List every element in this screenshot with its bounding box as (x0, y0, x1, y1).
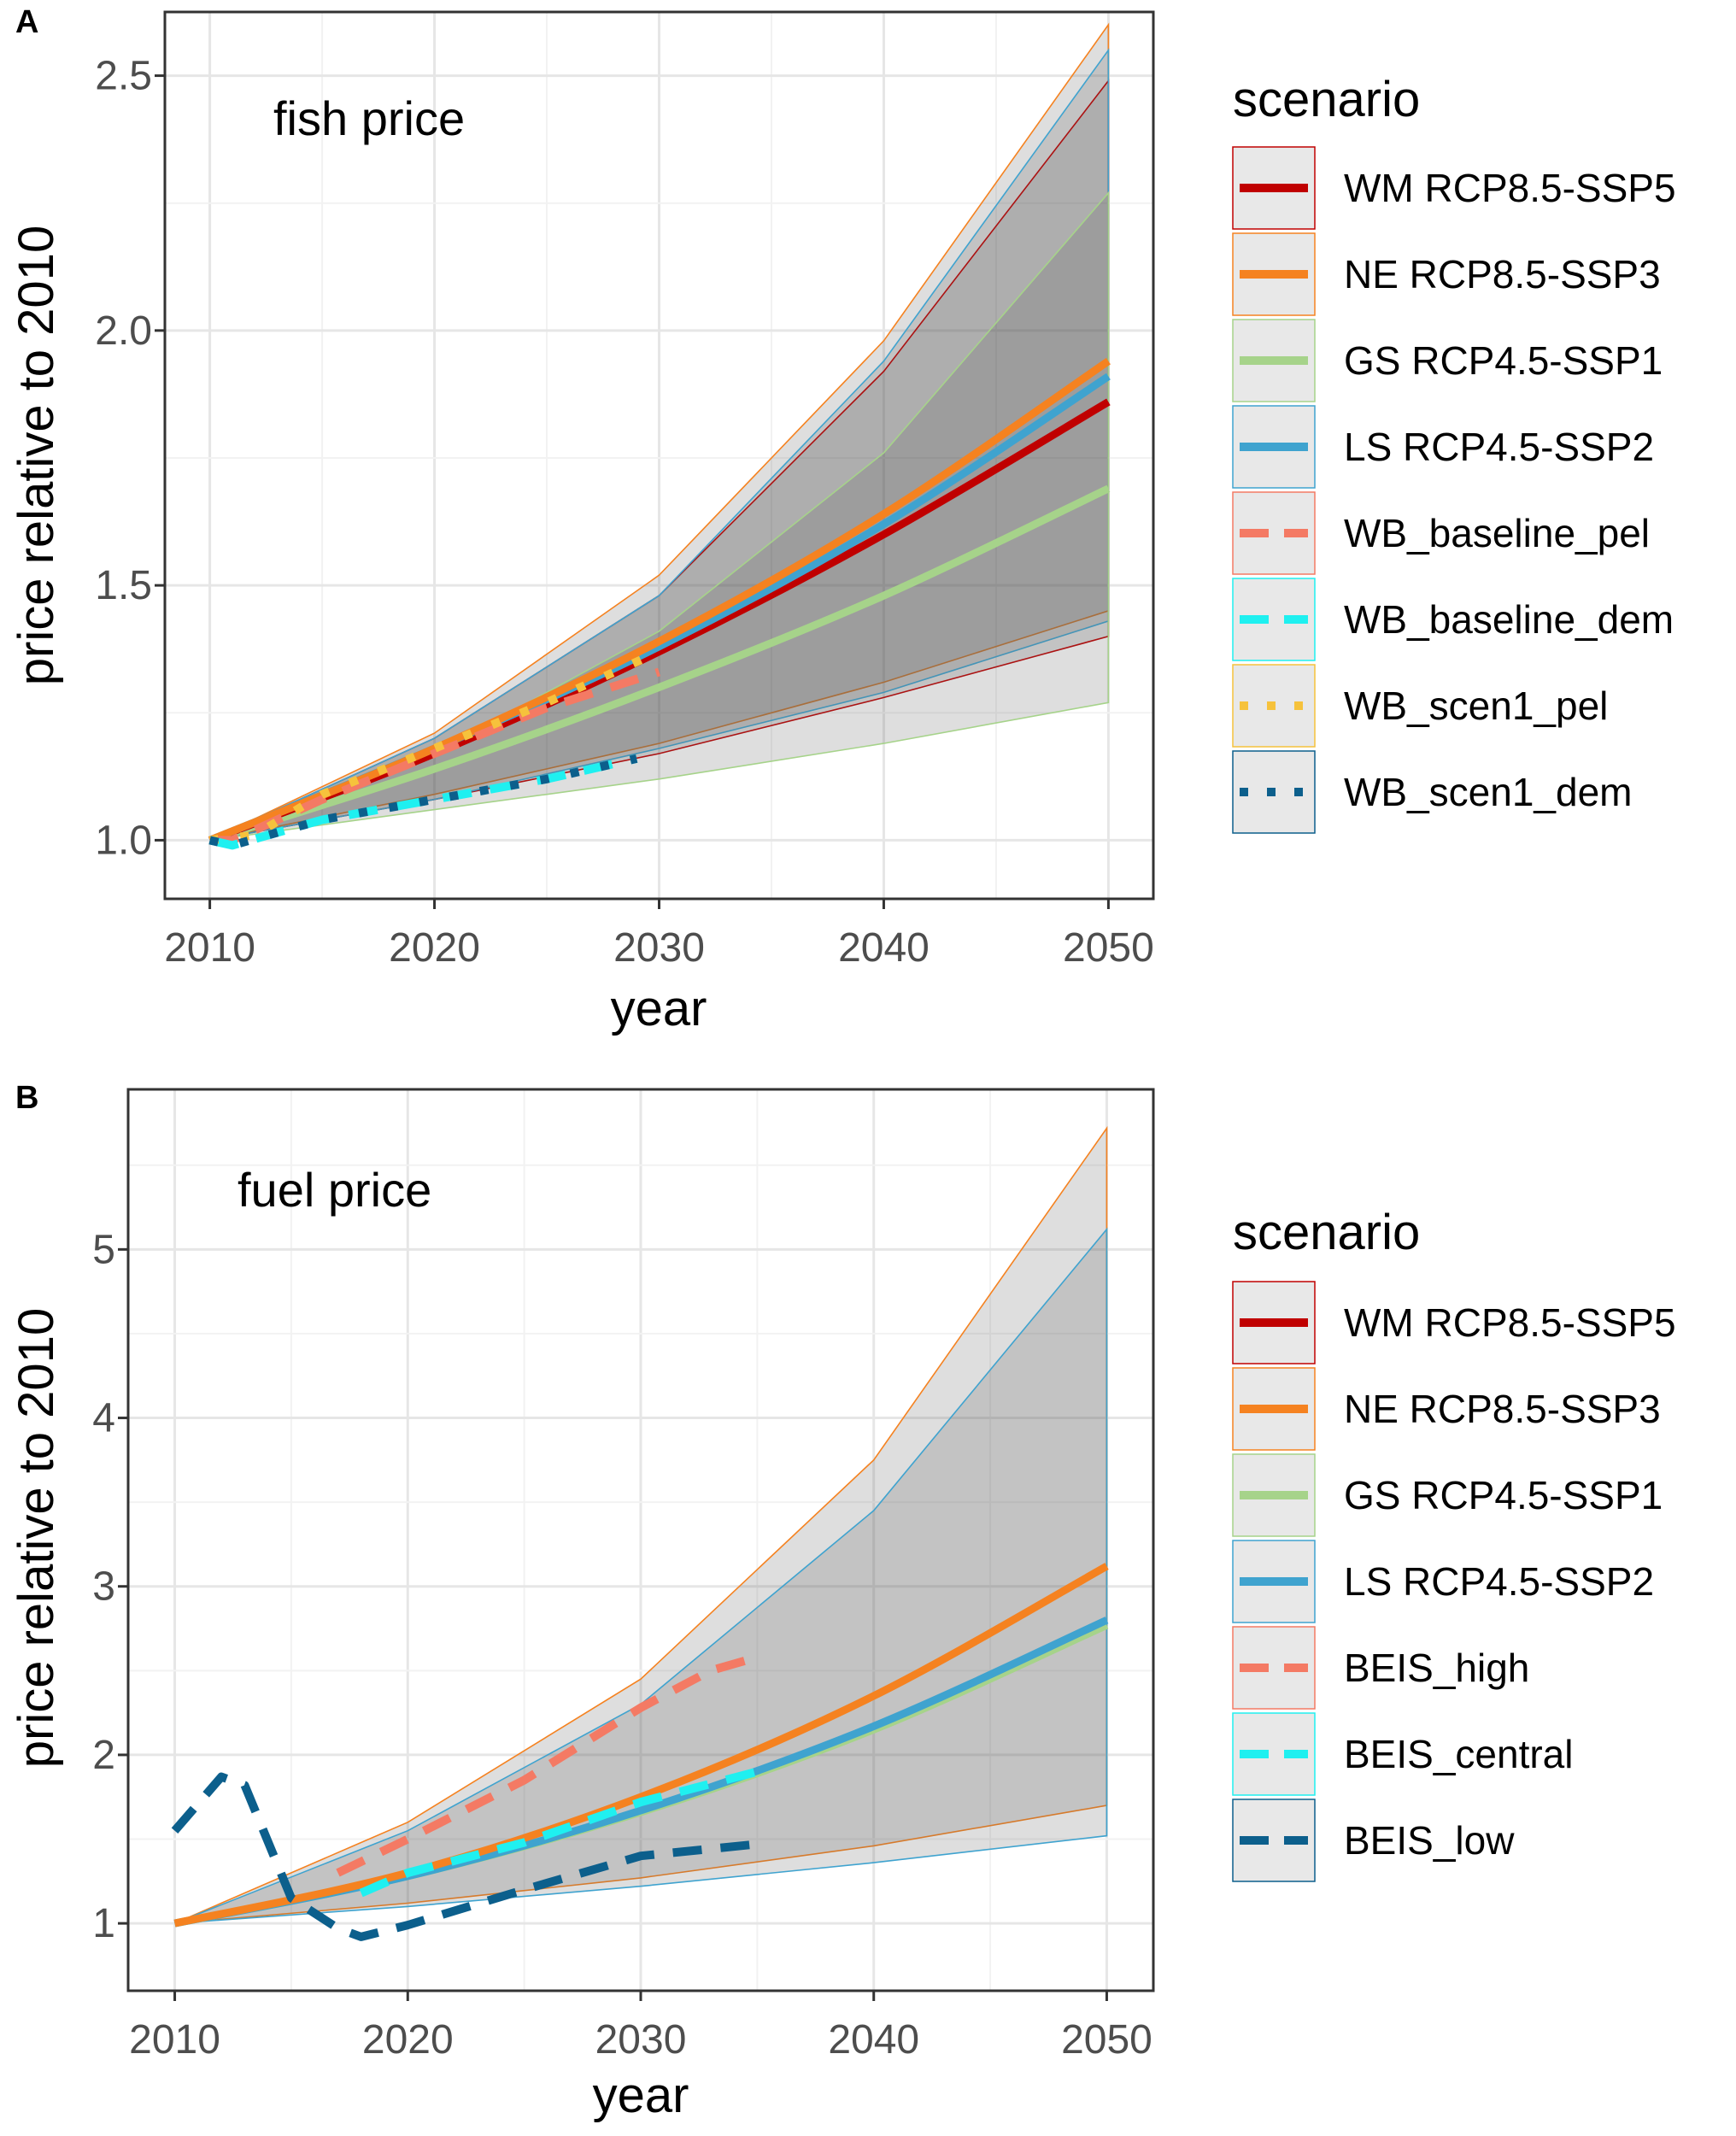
panel-b-ticks: 2010 2020 2030 2040 2050 1 2 3 4 5 (92, 1227, 1152, 2063)
y-tick-label: 4 (92, 1396, 115, 1441)
legend-item-ls-rcp4-5-ssp2: LS RCP4.5-SSP2 (1232, 1540, 1654, 1623)
legend-label: BEIS_high (1344, 1646, 1529, 1690)
x-tick-label: 2050 (1063, 925, 1154, 971)
legend-item-gs-rcp4-5-ssp1: GS RCP4.5-SSP1 (1232, 1453, 1663, 1537)
legend-item-wb-baseline-pel: WB_baseline_pel (1232, 491, 1650, 575)
legend-item-wb-scen1-pel: WB_scen1_pel (1232, 664, 1608, 748)
legend-item-beis-high: BEIS_high (1232, 1626, 1529, 1710)
band-ls-rcp4-5-ssp2 (174, 1227, 1108, 1924)
legend-label: WB_scen1_pel (1344, 684, 1608, 728)
series-ne-rcp8-5-ssp3 (173, 1563, 1109, 1928)
y-tick-label: 1.5 (95, 563, 152, 608)
legend-item-ls-rcp4-5-ssp2: LS RCP4.5-SSP2 (1232, 405, 1654, 489)
legend-label: WM RCP8.5-SSP5 (1344, 1300, 1676, 1345)
series-wb-scen1-pel (209, 648, 661, 845)
panel-b-ylabel: price relative to 2010 (9, 1308, 64, 1768)
legend-item-beis-central: BEIS_central (1232, 1712, 1573, 1796)
panel-a-legend: scenario WM RCP8.5-SSP5 NE RCP8.5-SSP3 GS … (1232, 72, 1676, 834)
panel-a-letter: A (15, 4, 38, 40)
panel-b-legend-title: scenario (1233, 1205, 1420, 1260)
legend-label: WM RCP8.5-SSP5 (1344, 166, 1676, 210)
legend-item-ne-rcp8-5-ssp3: NE RCP8.5-SSP3 (1232, 1367, 1661, 1451)
x-tick-label: 2030 (595, 2017, 687, 2063)
legend-item-wb-baseline-dem: WB_baseline_dem (1232, 578, 1674, 661)
panel-a-ylabel: price relative to 2010 (9, 226, 64, 685)
legend-item-wm-rcp8-5-ssp5: WM RCP8.5-SSP5 (1232, 146, 1676, 230)
panel-a-annotation: fish price (273, 91, 465, 145)
legend-item-wb-scen1-dem: WB_scen1_dem (1232, 750, 1633, 834)
series-wb-baseline-dem (208, 754, 638, 850)
panel-b-letter: B (15, 1080, 38, 1116)
series-gs-rcp4-5-ssp1 (208, 484, 1111, 844)
panel-b-grid (128, 1089, 1153, 1991)
panel-b-legend: scenario WM RCP8.5-SSP5 NE RCP8.5-SSP3 GS … (1232, 1205, 1676, 1882)
x-tick-label: 2020 (362, 2017, 454, 2063)
x-tick-label: 2040 (838, 925, 930, 971)
panel-a-ticks: 2010 2020 2030 2040 2050 1.0 1.5 2.0 2.5 (95, 54, 1154, 971)
panel-b-annotation: fuel price (238, 1163, 431, 1217)
legend-item-ne-rcp8-5-ssp3: NE RCP8.5-SSP3 (1232, 232, 1661, 316)
legend-label: WB_baseline_pel (1344, 511, 1650, 555)
series-beis-central (359, 1767, 759, 1898)
panel-b-xlabel: year (593, 2068, 689, 2123)
band-gs-rcp4-5-ssp1 (209, 191, 1110, 842)
y-tick-label: 1 (92, 1901, 115, 1946)
y-tick-label: 2.5 (95, 54, 152, 99)
x-tick-label: 2020 (389, 925, 480, 971)
legend-label: NE RCP8.5-SSP3 (1344, 1387, 1661, 1431)
x-tick-label: 2010 (129, 2017, 220, 2063)
legend-label: WB_baseline_dem (1344, 597, 1674, 642)
y-tick-label: 2 (92, 1733, 115, 1778)
legend-label: WB_scen1_dem (1344, 770, 1633, 814)
panel-a-xlabel: year (611, 981, 707, 1036)
x-tick-label: 2030 (613, 925, 705, 971)
legend-label: GS RCP4.5-SSP1 (1344, 1473, 1663, 1517)
panel-a: A fish price 2010 2020 2030 2040 20501.01.52… (9, 4, 1676, 1036)
legend-label: BEIS_central (1344, 1732, 1573, 1776)
panel-b: B fuel price 2010 2020 2030 2040 2050 1 2 3 4 5 y… (9, 1080, 1676, 2123)
y-tick-label: 1.0 (95, 818, 152, 863)
legend-label: GS RCP4.5-SSP1 (1344, 338, 1663, 383)
panel-a-legend-title: scenario (1233, 72, 1420, 127)
legend-item-gs-rcp4-5-ssp1: GS RCP4.5-SSP1 (1232, 319, 1663, 402)
panel-a-lines (208, 357, 1111, 850)
panel-b-lines (171, 1563, 1109, 1941)
y-tick-label: 3 (92, 1564, 115, 1610)
legend-label: BEIS_low (1344, 1818, 1515, 1863)
legend-label: NE RCP8.5-SSP3 (1344, 252, 1661, 296)
legend-item-beis-low: BEIS_low (1232, 1799, 1515, 1882)
legend-label: LS RCP4.5-SSP2 (1344, 425, 1654, 469)
series-beis-high (336, 1652, 759, 1877)
series-beis-low (171, 1772, 758, 1941)
x-tick-label: 2040 (828, 2017, 919, 2063)
x-tick-label: 2050 (1061, 2017, 1152, 2063)
legend-item-wm-rcp8-5-ssp5: WM RCP8.5-SSP5 (1232, 1281, 1676, 1364)
legend-label: LS RCP4.5-SSP2 (1344, 1559, 1654, 1604)
x-tick-label: 2010 (164, 925, 255, 971)
y-tick-label: 2.0 (95, 308, 152, 354)
y-tick-label: 5 (92, 1227, 115, 1272)
